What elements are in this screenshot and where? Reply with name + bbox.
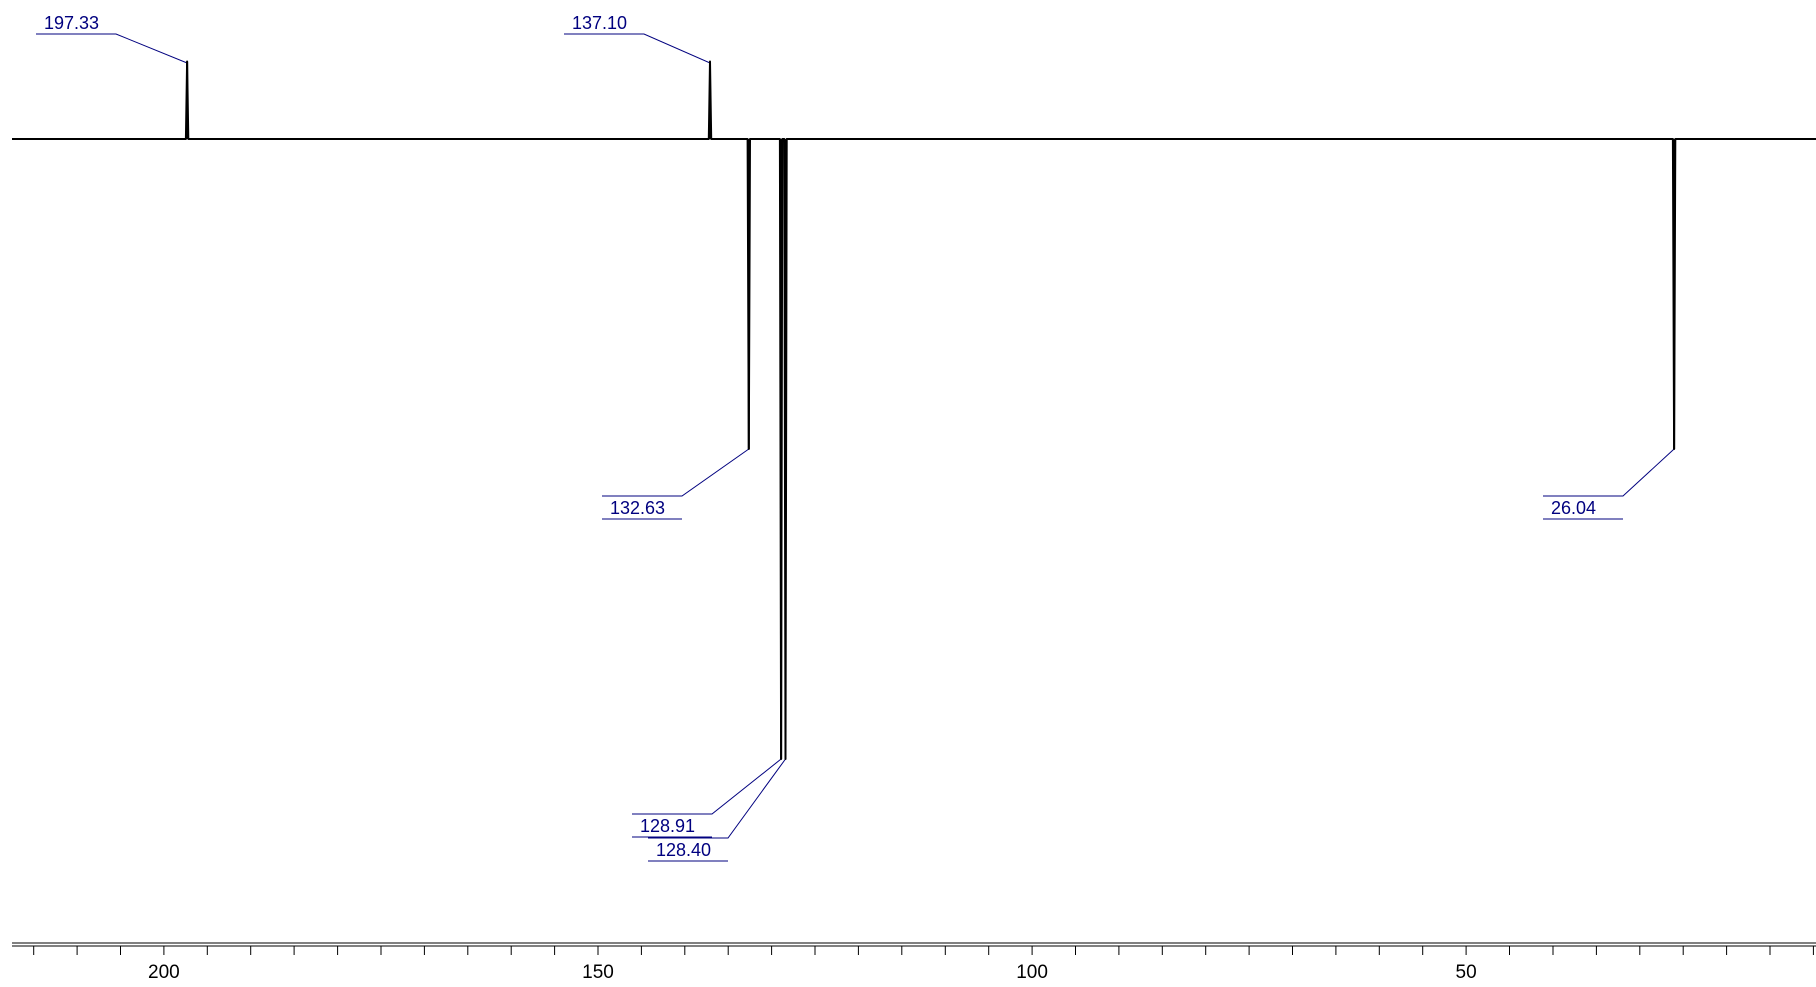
x-tick-label-100: 100 <box>1016 962 1048 983</box>
spectrum-trace <box>12 60 1816 760</box>
x-tick-label-200: 200 <box>148 962 180 983</box>
x-axis: 200 150 100 50 <box>12 942 1816 983</box>
peak-label-text: 137.10 <box>572 13 627 33</box>
leader-line <box>36 33 188 64</box>
leader-line <box>564 33 711 64</box>
peak-label-text: 197.33 <box>44 13 99 33</box>
leader-line <box>648 758 786 839</box>
spectrum-trace-layer <box>12 60 1816 760</box>
peak-label-26.04: 26.04 <box>1543 448 1675 520</box>
leader-line <box>602 448 750 497</box>
peak-label-197.33: 197.33 <box>36 13 188 64</box>
peak-label-137.10: 137.10 <box>564 13 711 64</box>
leader-line <box>632 758 782 815</box>
peak-label-text: 128.40 <box>656 840 711 860</box>
peak-label-132.63: 132.63 <box>602 448 750 520</box>
x-tick-label-50: 50 <box>1456 962 1477 983</box>
peak-labels-layer: 197.33 137.10 132.63 128.91 128.40 26.04 <box>36 13 1675 862</box>
peak-label-128.40: 128.40 <box>648 758 786 862</box>
peak-label-text: 26.04 <box>1551 498 1596 518</box>
peak-label-text: 128.91 <box>640 816 695 836</box>
peak-label-text: 132.63 <box>610 498 665 518</box>
leader-line <box>1543 448 1675 497</box>
x-tick-label-150: 150 <box>582 962 614 983</box>
peak-label-128.91: 128.91 <box>632 758 782 838</box>
